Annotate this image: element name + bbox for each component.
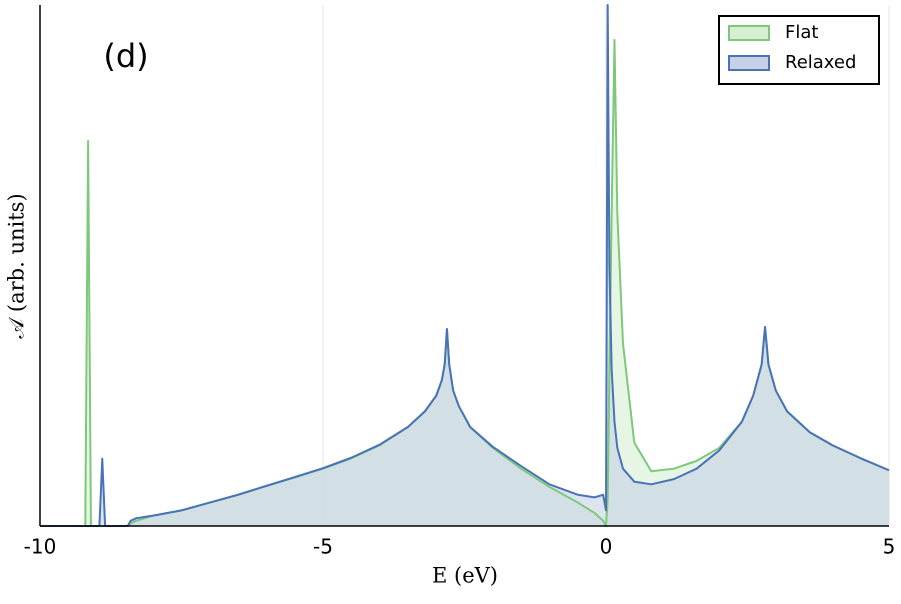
legend-box <box>718 15 880 85</box>
x-tick-label: 5 <box>883 535 896 559</box>
legend-swatch <box>728 55 770 71</box>
x-axis-label: E (eV) <box>432 564 498 588</box>
x-tick-label: 0 <box>600 535 613 559</box>
y-axis-label: 𝒜 (arb. units) <box>5 193 29 338</box>
legend-label: Relaxed <box>785 52 856 73</box>
x-tick-label: -5 <box>313 535 333 559</box>
legend-swatch <box>728 25 770 41</box>
area-fill <box>40 5 889 526</box>
panel-label: (d) <box>103 37 148 75</box>
legend-label: Flat <box>785 22 818 43</box>
x-tick-label: -10 <box>24 535 57 559</box>
